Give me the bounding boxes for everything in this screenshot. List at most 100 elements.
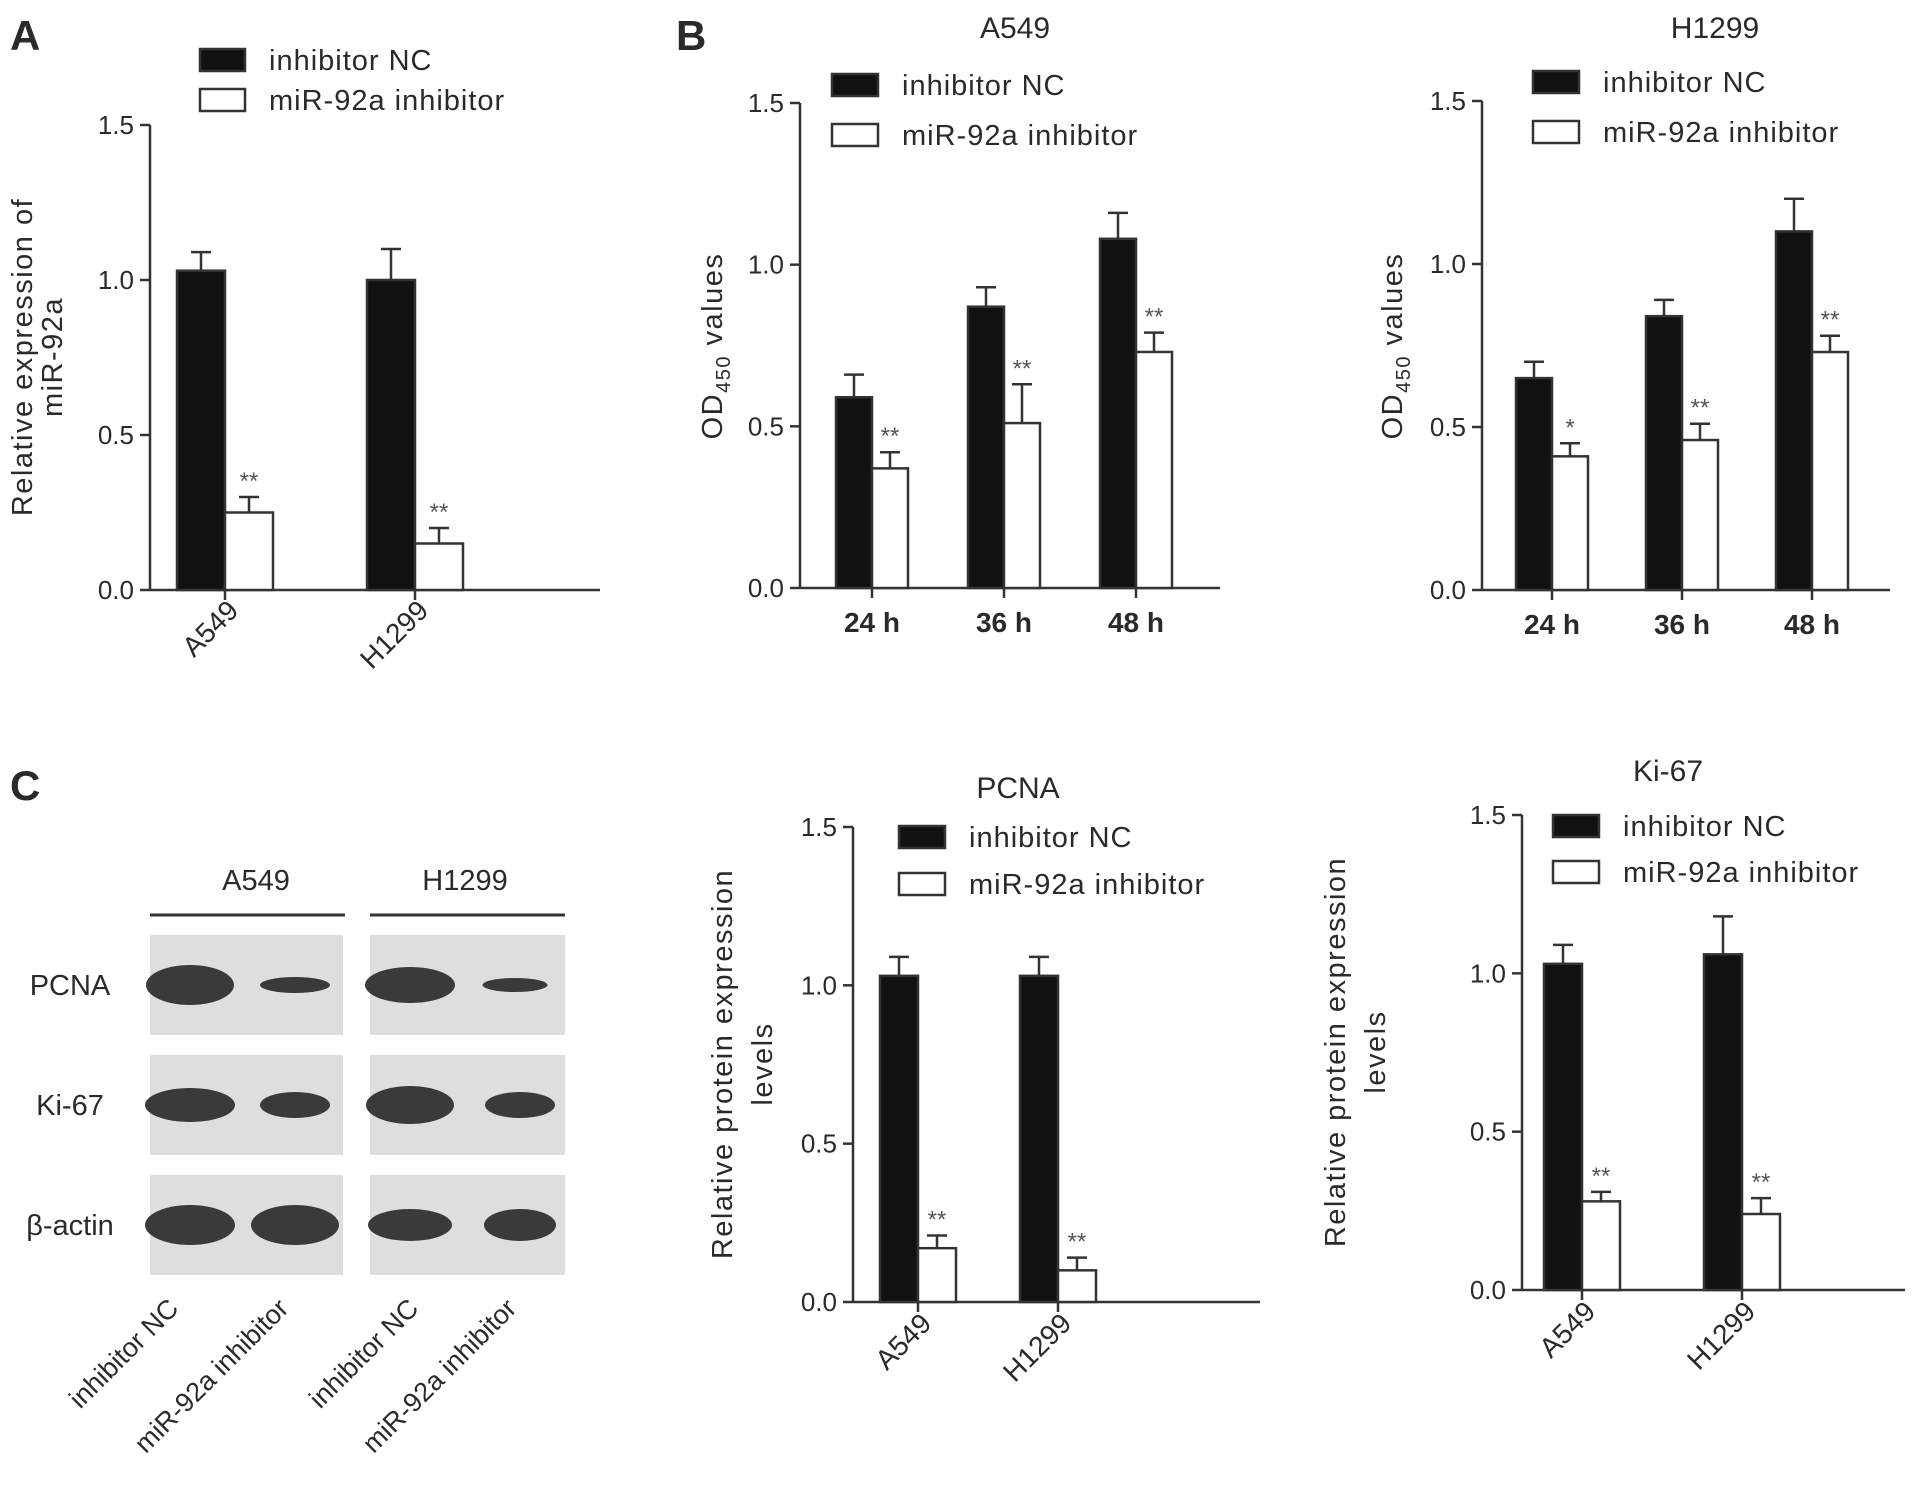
legend-swatch: [1551, 813, 1601, 839]
y-tick-label: 1.0: [748, 250, 784, 280]
panel-letter-b: B: [676, 12, 706, 59]
blot-band: [482, 978, 548, 992]
y-tick-label: 0.5: [98, 420, 134, 450]
y-tick-label: 1.5: [748, 88, 784, 118]
legend-label: inhibitor NC: [1623, 811, 1787, 843]
bar: [1680, 438, 1720, 592]
bar: [916, 1246, 958, 1304]
y-axis-label: Relative expression of: [7, 198, 39, 516]
bar: [1098, 237, 1138, 590]
blot-protein-label: β-actin: [26, 1210, 114, 1242]
significance-label: **: [1068, 1229, 1087, 1256]
y-axis-label: OD450 values: [697, 253, 735, 440]
blot-band: [485, 1092, 555, 1118]
blot-band: [366, 1086, 454, 1124]
legend-swatch: [198, 47, 247, 73]
bar: [1542, 962, 1584, 1292]
significance-label: **: [928, 1207, 947, 1234]
bar: [1134, 350, 1174, 590]
legend-label: inhibitor NC: [1603, 67, 1767, 99]
chart-b2: H1299 0.0 0.5 1.0 1.5 OD450 values * 24 h ** 36 h…: [1377, 12, 1890, 640]
legend-label: miR-92a inhibitor: [1623, 857, 1859, 889]
significance-label: **: [1691, 395, 1710, 422]
y-tick-label: 0.0: [801, 1287, 837, 1317]
legend: inhibitor NC miR-92a inhibitor: [1551, 811, 1859, 889]
y-axis-label: Relative protein expression: [707, 869, 739, 1259]
legend: inhibitor NC miR-92a inhibitor: [830, 70, 1137, 152]
bar: [223, 511, 275, 592]
legend: inhibitor NC miR-92a inhibitor: [897, 822, 1205, 901]
chart-title: Ki-67: [1633, 755, 1703, 788]
legend-label: inhibitor NC: [969, 822, 1133, 854]
bar: [413, 542, 465, 592]
blot-band: [146, 965, 234, 1005]
blot-band: [145, 1088, 235, 1122]
legend-label: miR-92a inhibitor: [269, 85, 505, 117]
y-tick-label: 1.5: [98, 110, 134, 140]
chart-c2: Ki-67 0.0 0.5 1.0 1.5 Relative protein expres…: [1320, 755, 1905, 1376]
category-label: 36 h: [976, 607, 1032, 638]
category-label: H1299: [997, 1307, 1077, 1387]
blot-lane-label: inhibitor NC: [63, 1293, 184, 1414]
legend-swatch: [1531, 69, 1581, 95]
category-label: A549: [869, 1307, 937, 1375]
bar: [1018, 974, 1060, 1304]
category-label: A549: [1533, 1295, 1601, 1363]
significance-label: **: [881, 423, 900, 450]
y-tick-label: 0.5: [801, 1129, 837, 1159]
chart-title: A549: [980, 12, 1050, 45]
y-tick-label: 0.0: [98, 575, 134, 605]
bar: [1514, 376, 1554, 592]
blot-cell-line-label: A549: [222, 865, 290, 897]
legend-label: inhibitor NC: [902, 70, 1066, 102]
significance-label: **: [1145, 304, 1164, 331]
category-label: 24 h: [1524, 609, 1580, 640]
y-axis-label: miR-92a: [37, 297, 69, 417]
y-tick-label: 1.5: [1470, 800, 1506, 830]
significance-label: **: [1592, 1163, 1611, 1190]
bar: [1056, 1269, 1098, 1304]
legend-swatch: [1551, 859, 1601, 885]
y-tick-label: 1.0: [1470, 958, 1506, 988]
blot-band: [484, 1209, 556, 1241]
blot-protein-label: Ki-67: [36, 1090, 104, 1122]
bar: [1774, 230, 1814, 592]
category-label: 24 h: [844, 607, 900, 638]
y-axis-label: OD450 values: [1377, 253, 1415, 440]
bar: [365, 278, 417, 592]
bar: [1580, 1200, 1622, 1292]
significance-label: *: [1565, 414, 1574, 441]
y-tick-label: 0.0: [748, 573, 784, 603]
blot-band: [260, 977, 330, 993]
category-label: 48 h: [1108, 607, 1164, 638]
y-tick-label: 0.5: [1430, 412, 1466, 442]
legend-label: miR-92a inhibitor: [969, 869, 1205, 901]
blot-band: [145, 1205, 235, 1245]
legend-label: inhibitor NC: [269, 45, 433, 77]
y-tick-label: 1.0: [98, 265, 134, 295]
y-tick-label: 1.0: [1430, 249, 1466, 279]
significance-label: **: [1013, 355, 1032, 382]
bar: [1702, 953, 1744, 1292]
y-tick-label: 1.5: [801, 812, 837, 842]
chart-b1: A549 0.0 0.5 1.0 1.5 OD450 values ** 24 h ** 36 h…: [697, 12, 1220, 638]
blot-cell-line-label: H1299: [422, 865, 507, 897]
y-tick-label: 0.0: [1470, 1275, 1506, 1305]
bar: [870, 467, 910, 590]
y-tick-label: 1.0: [801, 970, 837, 1000]
category-label: 48 h: [1784, 609, 1840, 640]
legend-swatch: [897, 824, 947, 850]
significance-label: **: [240, 468, 259, 495]
legend: inhibitor NC miR-92a inhibitor: [1531, 67, 1838, 149]
bar: [1740, 1212, 1782, 1292]
chart-title: H1299: [1671, 12, 1759, 45]
y-tick-label: 0.5: [1470, 1117, 1506, 1147]
blot-band: [260, 1092, 330, 1118]
chart-title: PCNA: [976, 772, 1059, 805]
legend: inhibitor NC miR-92a inhibitor: [198, 45, 505, 117]
category-label: A549: [176, 594, 244, 662]
